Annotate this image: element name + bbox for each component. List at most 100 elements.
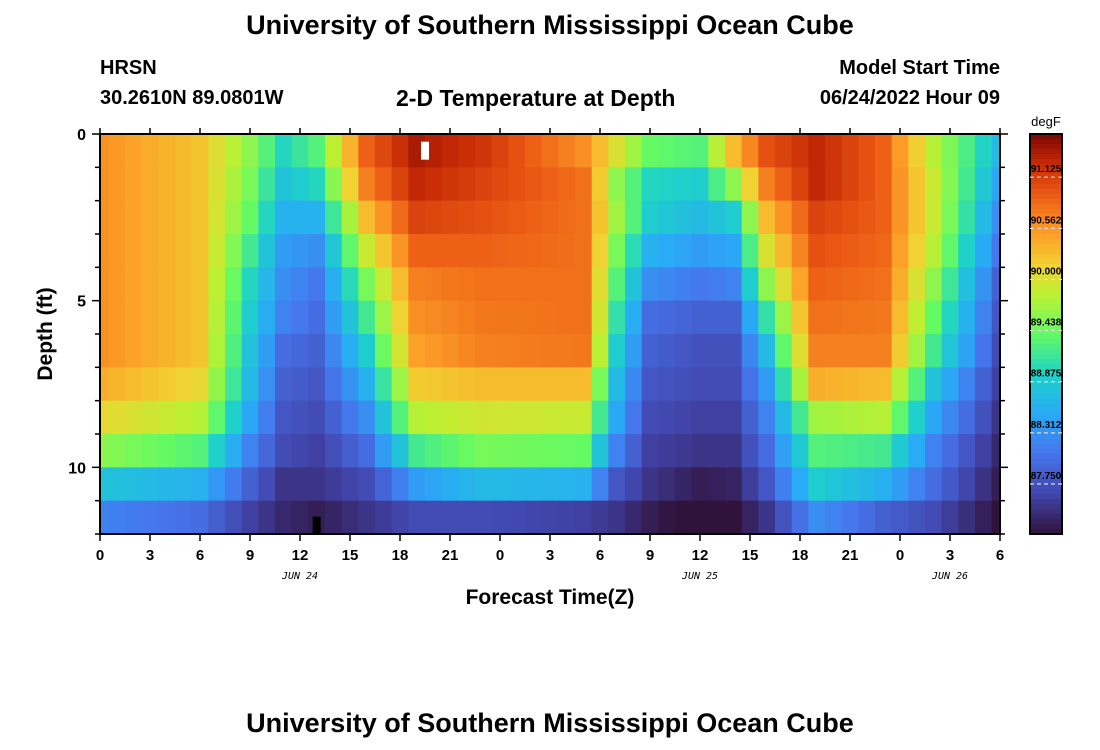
- heatmap-cell: [708, 200, 726, 235]
- heatmap-cell: [391, 234, 409, 268]
- heatmap-cell: [258, 467, 276, 502]
- heatmap-cell: [391, 167, 409, 202]
- heatmap-cell: [225, 234, 243, 268]
- heatmap-cell: [975, 334, 993, 368]
- colorbar-segment: [1030, 179, 1062, 185]
- colorbar-segment: [1030, 264, 1062, 270]
- colorbar-segment: [1030, 189, 1062, 195]
- heatmap-cell: [258, 434, 276, 468]
- heatmap-cell: [158, 300, 176, 335]
- heatmap-cell: [791, 500, 809, 535]
- heatmap-cell: [458, 167, 476, 202]
- heatmap-cell: [141, 334, 159, 368]
- heatmap-cell: [125, 467, 143, 502]
- heatmap-cell: [508, 300, 526, 335]
- heatmap-cell: [141, 167, 159, 202]
- colorbar-segment: [1030, 389, 1062, 395]
- x-tick-label: 9: [246, 547, 254, 564]
- heatmap-cell: [375, 134, 393, 168]
- heatmap-cell: [275, 367, 293, 402]
- heatmap-cell: [508, 134, 526, 168]
- colorbar-segment: [1030, 294, 1062, 300]
- heatmap-cell: [675, 367, 693, 402]
- heatmap-cell: [925, 234, 943, 268]
- heatmap-cell: [708, 300, 726, 335]
- heatmap-cell: [341, 134, 359, 168]
- heatmap-cell: [575, 400, 593, 435]
- heatmap-cell: [691, 200, 709, 235]
- heatmap-cell: [858, 267, 876, 302]
- heatmap-cell: [941, 334, 959, 368]
- heatmap-cell: [608, 200, 626, 235]
- heatmap-cell: [958, 200, 976, 235]
- heatmap-cell: [725, 500, 743, 535]
- heatmap-cell: [741, 400, 759, 435]
- heatmap-cell: [908, 367, 926, 402]
- heatmap-cell: [325, 267, 343, 302]
- heatmap-cell: [308, 367, 326, 402]
- heatmap-cell: [425, 467, 443, 502]
- heatmap-cell: [275, 334, 293, 368]
- heatmap-cell: [475, 300, 493, 335]
- colorbar-segment: [1030, 404, 1062, 410]
- heatmap-cell: [225, 200, 243, 235]
- heatmap-cell: [208, 334, 226, 368]
- heatmap-cell: [641, 400, 659, 435]
- heatmap-cell: [775, 167, 793, 202]
- heatmap-cell: [175, 300, 193, 335]
- heatmap-cell: [258, 367, 276, 402]
- heatmap-cell: [958, 400, 976, 435]
- heatmap-cell: [325, 400, 343, 435]
- heatmap-cell: [225, 367, 243, 402]
- heatmap-cell: [991, 400, 1001, 435]
- heatmap-cell: [625, 434, 643, 468]
- heatmap-cell: [325, 300, 343, 335]
- heatmap-cell: [408, 500, 426, 535]
- heatmap-cell: [358, 367, 376, 402]
- heatmap-cell: [858, 134, 876, 168]
- heatmap-cell: [608, 234, 626, 268]
- heatmap-cell: [825, 434, 843, 468]
- heatmap-cell: [958, 500, 976, 535]
- heatmap-cell: [100, 167, 109, 202]
- heatmap-cell: [391, 500, 409, 535]
- heatmap-cell: [775, 467, 793, 502]
- heatmap-cell: [691, 500, 709, 535]
- heatmap-cell: [108, 200, 126, 235]
- heatmap-cell: [175, 267, 193, 302]
- colorbar-tick-label: 88.875: [1031, 369, 1062, 380]
- heatmap-cell: [525, 167, 543, 202]
- heatmap-cell: [658, 200, 676, 235]
- heatmap-cell: [925, 467, 943, 502]
- heatmap-cell: [941, 467, 959, 502]
- heatmap-cell: [808, 134, 826, 168]
- station-coordinates: 30.2610N 89.0801W: [100, 87, 284, 109]
- heatmap-cell: [891, 467, 909, 502]
- colorbar-segment: [1030, 199, 1062, 205]
- heatmap-cell: [791, 234, 809, 268]
- heatmap-cell: [991, 134, 1001, 168]
- heatmap-cell: [208, 134, 226, 168]
- heatmap-cell: [591, 234, 609, 268]
- heatmap-cell: [175, 167, 193, 202]
- heatmap-cell: [425, 234, 443, 268]
- heatmap-cell: [275, 500, 293, 535]
- heatmap-cell: [725, 334, 743, 368]
- heatmap-cell: [558, 334, 576, 368]
- heatmap-cell: [791, 467, 809, 502]
- heatmap-cell: [891, 200, 909, 235]
- heatmap-cell: [925, 200, 943, 235]
- heatmap-cell: [791, 267, 809, 302]
- heatmap-cell: [100, 500, 109, 535]
- heatmap-cell: [141, 400, 159, 435]
- heatmap-cell: [308, 234, 326, 268]
- heatmap-cell: [225, 500, 243, 535]
- heatmap-cell: [108, 134, 126, 168]
- heatmap-cell: [825, 400, 843, 435]
- heatmap-cell: [858, 200, 876, 235]
- heatmap-cell: [191, 467, 209, 502]
- plot-title: 2-D Temperature at Depth: [396, 85, 676, 111]
- heatmap-cell: [275, 234, 293, 268]
- heatmap-cell: [941, 300, 959, 335]
- heatmap-cell: [808, 434, 826, 468]
